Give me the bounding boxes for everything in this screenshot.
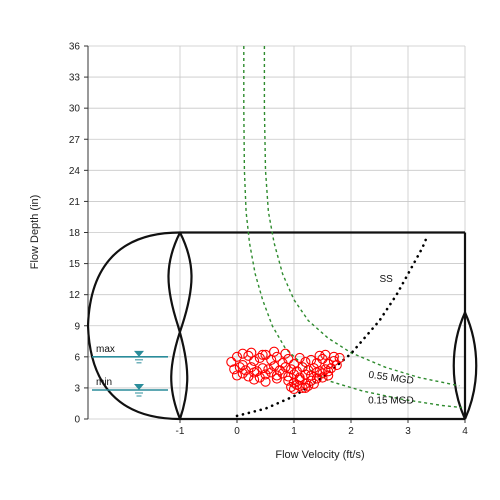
data-point [257,349,268,360]
data-point [260,349,271,360]
data-point [326,363,337,374]
y-tick-label: 24 [69,166,81,177]
level-marker-max [134,350,144,357]
y-axis-label: Flow Depth (in) [29,195,41,270]
data-point [308,378,319,389]
level-label-max: max [96,344,115,355]
pipe-left-lens [167,232,193,420]
data-points [226,346,345,395]
data-point [243,350,254,361]
data-point [271,351,282,362]
x-tick-label: 0 [234,426,240,437]
data-point [249,374,260,385]
data-point [288,359,300,370]
data-point [317,372,328,383]
data-point [328,351,339,362]
data-point [260,369,271,380]
x-tick-label: 1 [291,426,297,437]
annotation-label: 0.55 MGD [368,370,415,387]
data-point [257,363,268,374]
data-point [237,360,248,371]
data-point [334,352,345,363]
y-tick-label: 18 [69,228,81,239]
y-tick-label: 15 [69,259,81,270]
pipe-outline [86,231,478,421]
y-tick-label: 6 [74,352,80,363]
data-point [311,367,322,378]
curve-0-55-mgd [263,46,460,387]
data-point [297,362,308,373]
data-point [266,367,277,378]
annotations: SS 0.55 MGD 0.15 MGD [368,274,415,406]
data-point [294,380,305,391]
data-point [226,356,237,368]
data-point [283,371,294,382]
x-tick-label: 4 [462,426,468,437]
curve-0-15-mgd [243,46,463,409]
ss-curve [235,233,430,418]
data-point [271,370,282,381]
pipe-left-cap [86,231,181,421]
data-point [314,350,325,361]
y-tick-label: 27 [69,135,81,146]
annotation-label: 0.15 MGD [368,396,414,407]
data-point [288,369,300,380]
data-point [323,366,334,377]
y-tick-label: 33 [69,73,81,84]
data-point [280,362,291,373]
data-point [263,364,274,375]
x-tick-label: -1 [176,426,185,437]
y-tick-label: 9 [74,321,80,332]
y-tick-label: 3 [74,383,80,394]
level-label-min: min [96,377,112,388]
x-tick-label: 3 [405,426,411,437]
y-tick-label: 12 [69,290,81,301]
data-point [269,346,280,357]
y-tick-label: 21 [69,197,81,208]
data-point [317,368,328,379]
data-point [288,383,300,395]
data-point [260,376,271,387]
data-point [300,382,311,393]
curves [235,46,463,418]
data-point [237,368,248,379]
y-tick-label: 0 [74,415,80,426]
water-levels: max min [92,344,168,397]
data-point [229,364,240,375]
annotation-label: SS [380,274,394,285]
y-tick-label: 36 [69,42,81,53]
data-point [231,351,243,362]
level-marker-min [134,383,144,390]
data-point [254,352,265,363]
x-tick-label: 2 [348,426,354,437]
pipe-right-lens [452,312,478,420]
data-point [323,370,334,381]
data-point [306,375,317,386]
x-axis-label: Flow Velocity (ft/s) [275,449,364,461]
data-point [311,373,322,384]
y-tick-label: 30 [69,104,81,115]
data-point [277,368,288,379]
data-point [246,347,257,358]
data-point [303,380,314,391]
data-point [231,370,243,381]
data-point [283,375,294,386]
data-point [280,348,291,359]
data-point [271,373,282,384]
data-point [286,364,297,375]
data-point [249,367,260,378]
